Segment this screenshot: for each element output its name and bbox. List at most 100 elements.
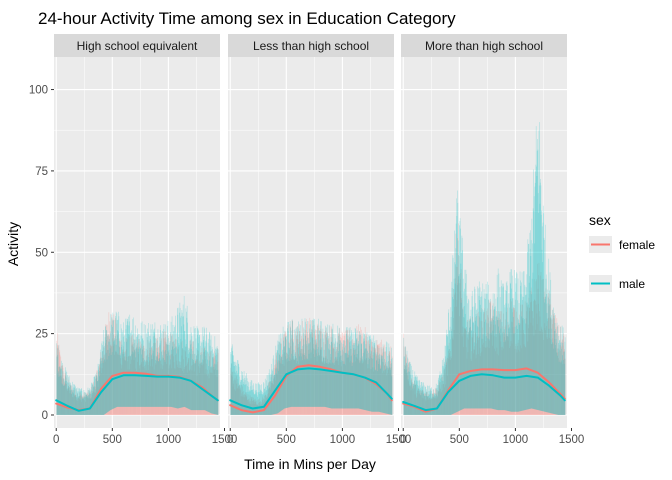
activity-bar-female: [172, 341, 174, 415]
activity-bar-male: [123, 322, 125, 407]
activity-bar-female: [249, 403, 251, 415]
activity-bar-male: [297, 343, 299, 407]
activity-bar-male: [94, 376, 96, 415]
activity-bar-male: [375, 370, 377, 412]
activity-bar-female: [156, 357, 158, 415]
activity-bar-male: [512, 298, 514, 412]
activity-bar-male: [558, 343, 559, 415]
activity-bar-female: [322, 361, 323, 415]
activity-bar-male: [76, 388, 77, 415]
activity-bar-female: [63, 381, 65, 415]
activity-bar-female: [490, 301, 492, 415]
activity-bar-female: [73, 393, 75, 415]
activity-bar-male: [280, 333, 281, 412]
activity-bar-female: [472, 333, 474, 415]
activity-bar-male: [544, 224, 546, 412]
activity-bar-female: [204, 359, 206, 415]
activity-bar-male: [439, 374, 441, 415]
activity-bar-male: [346, 327, 348, 409]
activity-bar-female: [417, 387, 419, 415]
activity-bar-male: [145, 348, 147, 407]
activity-bar-male: [521, 282, 522, 411]
activity-bar-female: [378, 344, 380, 415]
activity-bar-male: [202, 359, 204, 411]
activity-bar-male: [463, 291, 465, 409]
activity-bar-male: [176, 353, 177, 409]
activity-bar-male: [549, 272, 551, 413]
activity-bar-female: [89, 393, 91, 415]
activity-bar-female: [555, 348, 557, 415]
activity-bar-female: [112, 345, 114, 415]
activity-bar-male: [148, 322, 149, 407]
activity-bar-male: [242, 371, 243, 415]
activity-bar-female: [423, 394, 425, 415]
activity-bar-female: [380, 339, 382, 415]
activity-bar-female: [77, 400, 79, 415]
activity-bar-female: [545, 288, 547, 415]
activity-bar-female: [82, 399, 84, 415]
activity-bar-male: [484, 298, 486, 409]
activity-bar-female: [435, 398, 437, 415]
activity-bar-male: [537, 149, 539, 411]
activity-bar-female: [178, 360, 180, 415]
activity-bar-male: [88, 397, 90, 415]
activity-bar-male: [348, 350, 350, 409]
activity-bar-female: [510, 321, 512, 415]
activity-bar-male: [334, 338, 336, 409]
activity-bar-male: [244, 384, 245, 415]
activity-bar-female: [237, 379, 239, 415]
activity-bar-female: [548, 337, 550, 415]
activity-bar-female: [198, 366, 200, 415]
activity-bar-female: [491, 318, 492, 415]
activity-bar-male: [351, 332, 353, 409]
activity-bar-female: [407, 381, 409, 415]
activity-bar-male: [488, 339, 490, 409]
activity-bar-female: [533, 279, 535, 415]
activity-bar-male: [348, 328, 350, 409]
activity-bar-female: [537, 263, 538, 415]
activity-bar-female: [120, 358, 121, 415]
activity-bar-male: [387, 367, 388, 414]
activity-bar-female: [213, 357, 215, 415]
activity-bar-male: [67, 382, 69, 415]
activity-bar-female: [207, 376, 209, 415]
activity-bar-female: [488, 300, 490, 415]
activity-bar-female: [335, 357, 337, 415]
activity-bar-female: [134, 349, 136, 415]
activity-bar-female: [130, 359, 132, 415]
activity-bar-male: [355, 332, 357, 409]
activity-bar-female: [69, 384, 70, 415]
activity-bar-male: [57, 354, 59, 415]
activity-bar-male: [522, 318, 524, 411]
activity-bar-male: [435, 383, 437, 415]
activity-bar-female: [76, 399, 78, 415]
activity-bar-female: [561, 339, 563, 415]
activity-bar-male: [540, 178, 541, 411]
activity-bar-female: [162, 365, 164, 415]
activity-bar-male: [431, 397, 433, 415]
activity-bar-female: [489, 301, 491, 415]
activity-bar-female: [196, 375, 198, 415]
activity-bar-female: [502, 331, 504, 415]
activity-bar-male: [339, 340, 341, 409]
activity-bar-female: [352, 342, 354, 415]
activity-bar-male: [436, 395, 438, 415]
x-tick-label: 500: [103, 434, 122, 446]
legend: sex female male: [589, 212, 655, 292]
activity-bar-female: [127, 356, 129, 415]
activity-bar-male: [423, 391, 425, 415]
activity-bar-female: [167, 344, 169, 415]
activity-bar-male: [239, 385, 241, 415]
activity-bar-male: [357, 345, 359, 409]
activity-bar-female: [244, 395, 246, 415]
activity-bar-male: [180, 338, 182, 408]
activity-bar-male: [60, 360, 62, 415]
activity-bar-male: [493, 308, 495, 410]
activity-bar-male: [334, 343, 336, 409]
activity-bar-female: [119, 340, 121, 415]
activity-bar-female: [189, 370, 190, 415]
activity-bar-female: [364, 327, 366, 415]
activity-bar-female: [483, 346, 485, 415]
activity-bar-female: [421, 392, 422, 415]
activity-bar-female: [238, 388, 240, 415]
